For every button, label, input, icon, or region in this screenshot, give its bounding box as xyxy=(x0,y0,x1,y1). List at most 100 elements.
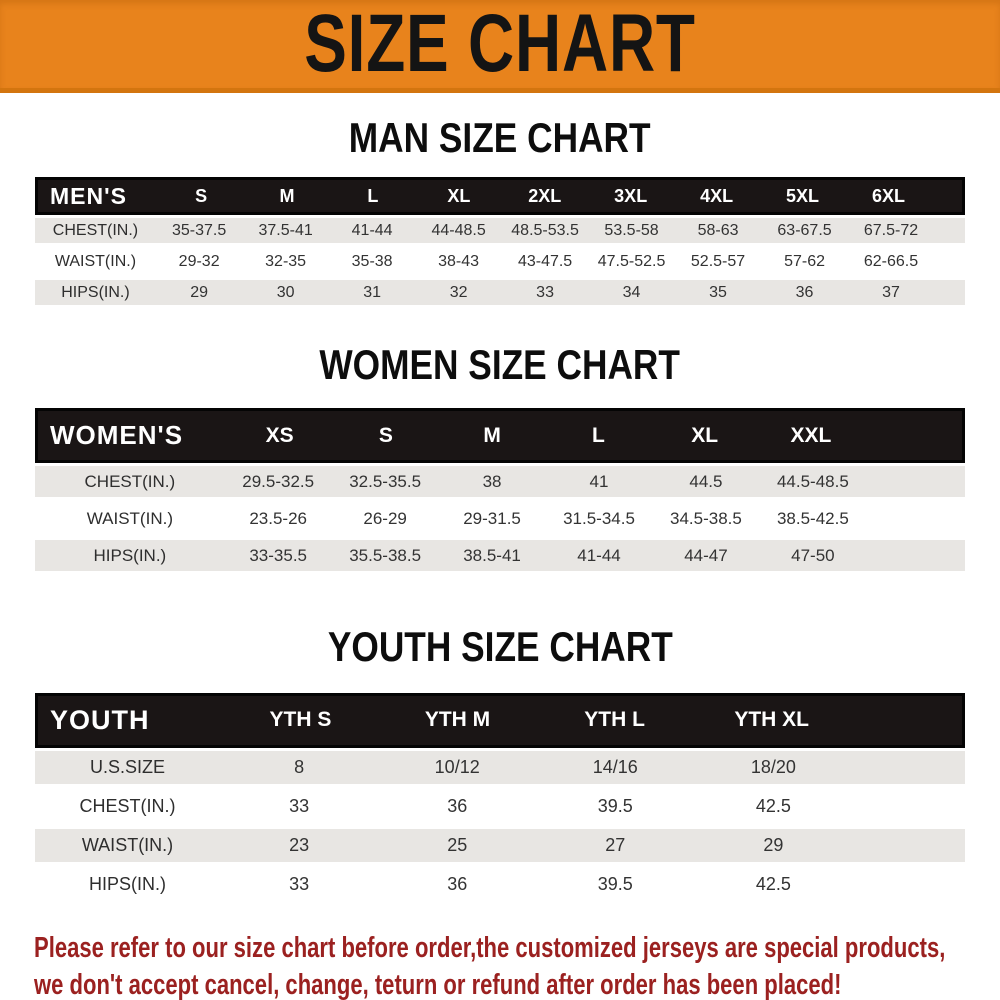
row-label: WAIST(IN.) xyxy=(54,252,137,270)
size-table: YOUTH YTH S YTH M YTH L YTH XL U.S.SIZE 8 10/12… xyxy=(35,692,965,904)
size-column-header: 4XL xyxy=(700,185,734,206)
size-chart-section: YOUTH SIZE CHART YOUTH YTH S YTH M YTH L YTH … xyxy=(0,623,1000,904)
table-row: WAIST(IN.) 23 25 27 29 xyxy=(35,825,965,865)
measurement-value: 42.5 xyxy=(755,873,791,894)
measurement-value: 34 xyxy=(622,283,641,301)
measurement-value: 38-43 xyxy=(438,252,480,270)
measurement-value: 23 xyxy=(289,834,310,855)
size-column-header: YTH S xyxy=(269,708,332,732)
section-heading: WOMEN SIZE CHART xyxy=(0,341,1000,389)
table-row: HIPS(IN.) 33 36 39.5 42.5 xyxy=(35,864,965,904)
table-row: U.S.SIZE 8 10/12 14/16 18/20 xyxy=(35,747,965,787)
size-column-header: YTH L xyxy=(584,708,645,732)
footer-note-line-2: we don't accept cancel, change, teturn o… xyxy=(34,968,842,1000)
measurement-value: 35 xyxy=(709,283,727,301)
size-column-header: L xyxy=(591,423,605,447)
measurement-value: 35-38 xyxy=(351,252,393,270)
section-heading-text: WOMEN SIZE CHART xyxy=(319,341,681,389)
measurement-value: 63-67.5 xyxy=(777,221,832,239)
footer-note-line-1: Please refer to our size chart before or… xyxy=(34,931,946,964)
measurement-value: 29.5-32.5 xyxy=(242,471,315,491)
measurement-value: 38 xyxy=(482,471,502,491)
measurement-value: 29 xyxy=(190,283,209,301)
size-column-header: YTH M xyxy=(424,708,491,732)
section-heading-text: YOUTH SIZE CHART xyxy=(327,623,673,671)
measurement-value: 32-35 xyxy=(265,252,307,270)
measurement-value: 42.5 xyxy=(755,795,791,816)
section-heading: MAN SIZE CHART xyxy=(0,114,1000,161)
measurement-value: 8 xyxy=(294,756,305,777)
measurement-value: 29-31.5 xyxy=(463,508,521,528)
measurement-value: 18/20 xyxy=(750,756,796,777)
measurement-value: 37.5-41 xyxy=(258,221,313,239)
measurement-value: 29 xyxy=(763,834,784,855)
measurement-value: 33-35.5 xyxy=(249,545,308,565)
table-row: WAIST(IN.) 23.5-26 26-29 29-31.5 31.5-34.5 34… xyxy=(35,500,965,538)
row-label: CHEST(IN.) xyxy=(79,795,176,816)
table-header-label: MEN'S xyxy=(50,182,127,209)
section-heading-text: MAN SIZE CHART xyxy=(349,114,651,161)
measurement-value: 31.5-34.5 xyxy=(563,508,635,528)
measurement-value: 37 xyxy=(882,283,900,301)
measurement-value: 33 xyxy=(289,873,310,894)
row-label: HIPS(IN.) xyxy=(89,873,167,894)
size-column-header: 3XL xyxy=(614,185,648,206)
measurement-value: 41-44 xyxy=(351,221,393,239)
measurement-value: 44.5-48.5 xyxy=(776,471,849,491)
row-label: WAIST(IN.) xyxy=(81,834,174,855)
measurement-value: 36 xyxy=(795,283,814,301)
size-column-header: L xyxy=(367,185,379,206)
measurement-value: 36 xyxy=(447,795,468,816)
measurement-value: 10/12 xyxy=(434,756,480,777)
measurement-value: 47-50 xyxy=(791,545,835,565)
measurement-value: 25 xyxy=(447,834,468,855)
measurement-value: 53.5-58 xyxy=(604,221,659,239)
size-chart-banner: SIZE CHART xyxy=(0,0,1000,93)
measurement-value: 39.5 xyxy=(597,795,633,816)
size-column-header: S xyxy=(195,185,208,206)
row-label: CHEST(IN.) xyxy=(84,471,176,491)
measurement-value: 52.5-57 xyxy=(690,252,746,270)
size-table: WOMEN'S XS S M L XL XXL CHEST(IN.) 29.5-32.5 32.5… xyxy=(35,408,965,575)
measurement-value: 26-29 xyxy=(363,508,407,528)
size-column-header: XL xyxy=(447,185,471,206)
measurement-value: 32 xyxy=(449,283,468,301)
measurement-value: 44-48.5 xyxy=(431,221,486,239)
table-header-row: YOUTH YTH S YTH M YTH L YTH XL xyxy=(35,692,965,748)
measurement-value: 41 xyxy=(589,471,609,491)
table-row: CHEST(IN.) 29.5-32.5 32.5-35.5 38 41 44.5 44.5… xyxy=(35,463,965,501)
size-column-header: XXL xyxy=(790,423,832,447)
size-column-header: 5XL xyxy=(786,185,820,206)
measurement-value: 35.5-38.5 xyxy=(349,545,422,565)
size-column-header: YTH XL xyxy=(734,708,809,732)
size-chart-sections: MAN SIZE CHART MEN'S S M L XL 2XL 3XL 4XL 5XL 6XL C… xyxy=(0,114,1000,904)
measurement-value: 35-37.5 xyxy=(172,221,227,239)
measurement-value: 14/16 xyxy=(592,756,638,777)
table-row: HIPS(IN.) 33-35.5 35.5-38.5 38.5-41 41-44 44-… xyxy=(35,537,965,575)
size-chart-section: MAN SIZE CHART MEN'S S M L XL 2XL 3XL 4XL 5XL 6XL C… xyxy=(0,114,1000,309)
measurement-value: 38.5-41 xyxy=(463,545,521,565)
row-label: HIPS(IN.) xyxy=(61,283,130,301)
size-column-header: XS xyxy=(265,423,294,447)
measurement-value: 44-47 xyxy=(684,545,728,565)
measurement-value: 29-32 xyxy=(178,252,220,270)
measurement-value: 67.5-72 xyxy=(863,221,919,239)
footer-note: Please refer to our size chart before or… xyxy=(34,930,1000,1000)
measurement-value: 30 xyxy=(276,283,295,301)
row-label: CHEST(IN.) xyxy=(52,221,139,239)
measurement-value: 43-47.5 xyxy=(517,252,573,270)
table-row: WAIST(IN.) 29-32 32-35 35-38 38-43 43-47.5 47.… xyxy=(35,246,965,278)
table-header-label: WOMEN'S xyxy=(50,420,184,451)
measurement-value: 38.5-42.5 xyxy=(776,508,849,528)
measurement-value: 47.5-52.5 xyxy=(597,252,666,270)
measurement-value: 34.5-38.5 xyxy=(670,508,742,528)
size-column-header: S xyxy=(378,423,393,447)
measurement-value: 62-66.5 xyxy=(863,252,919,270)
measurement-value: 57-62 xyxy=(784,252,825,270)
size-column-header: M xyxy=(483,423,501,447)
row-label: U.S.SIZE xyxy=(90,756,166,777)
table-header-row: WOMEN'S XS S M L XL XXL xyxy=(35,408,965,464)
measurement-value: 41-44 xyxy=(577,545,621,565)
size-table: MEN'S S M L XL 2XL 3XL 4XL 5XL 6XL CHEST(IN.) 35-37… xyxy=(35,177,965,309)
